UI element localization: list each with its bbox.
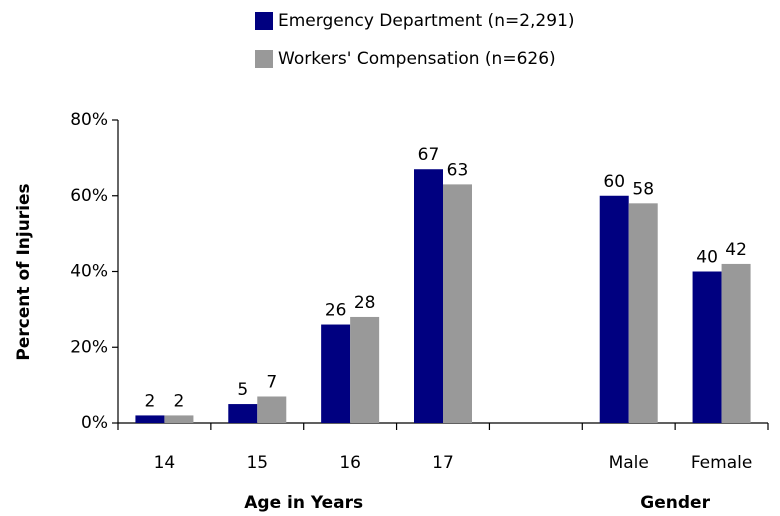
- bar: [721, 263, 751, 423]
- y-tick-label: 0%: [81, 413, 108, 433]
- x-tick-label: Male: [609, 453, 649, 473]
- bar: [135, 415, 165, 423]
- x-tick-label: 17: [432, 453, 454, 473]
- bar: [164, 415, 194, 423]
- bar: [257, 396, 287, 423]
- bar: [321, 324, 351, 423]
- legend-swatch: [255, 12, 273, 30]
- data-label: 7: [266, 372, 277, 392]
- data-label: 2: [145, 391, 156, 411]
- y-tick-label: 20%: [70, 337, 108, 357]
- y-tick-label: 60%: [70, 186, 108, 206]
- legend-label: Workers' Compensation (n=626): [278, 49, 556, 69]
- bar: [692, 271, 722, 423]
- x-axis-title: Age in Years: [244, 493, 363, 513]
- x-tick-label: 14: [154, 453, 176, 473]
- data-label: 26: [325, 301, 347, 321]
- bar: [228, 404, 258, 423]
- x-axis-title: Gender: [640, 493, 710, 513]
- data-label: 67: [418, 145, 440, 165]
- data-label: 40: [696, 248, 718, 268]
- x-tick-label: Female: [691, 453, 752, 473]
- data-label: 28: [354, 293, 376, 313]
- data-label: 63: [447, 160, 469, 180]
- data-label: 58: [632, 179, 654, 199]
- bar: [414, 169, 443, 423]
- bar: [350, 316, 380, 423]
- y-tick-label: 40%: [70, 262, 108, 282]
- x-tick-label: 16: [339, 453, 361, 473]
- data-label: 2: [174, 391, 185, 411]
- legend-swatch: [255, 50, 273, 68]
- bar: [599, 195, 629, 423]
- data-label: 42: [725, 240, 747, 260]
- y-axis-title: Percent of Injuries: [14, 183, 34, 360]
- bar: [628, 203, 658, 423]
- bar: [443, 184, 472, 423]
- data-label: 60: [603, 172, 625, 192]
- x-tick-label: 15: [246, 453, 268, 473]
- data-label: 5: [237, 380, 248, 400]
- y-tick-label: 80%: [70, 110, 108, 130]
- legend-label: Emergency Department (n=2,291): [278, 11, 575, 31]
